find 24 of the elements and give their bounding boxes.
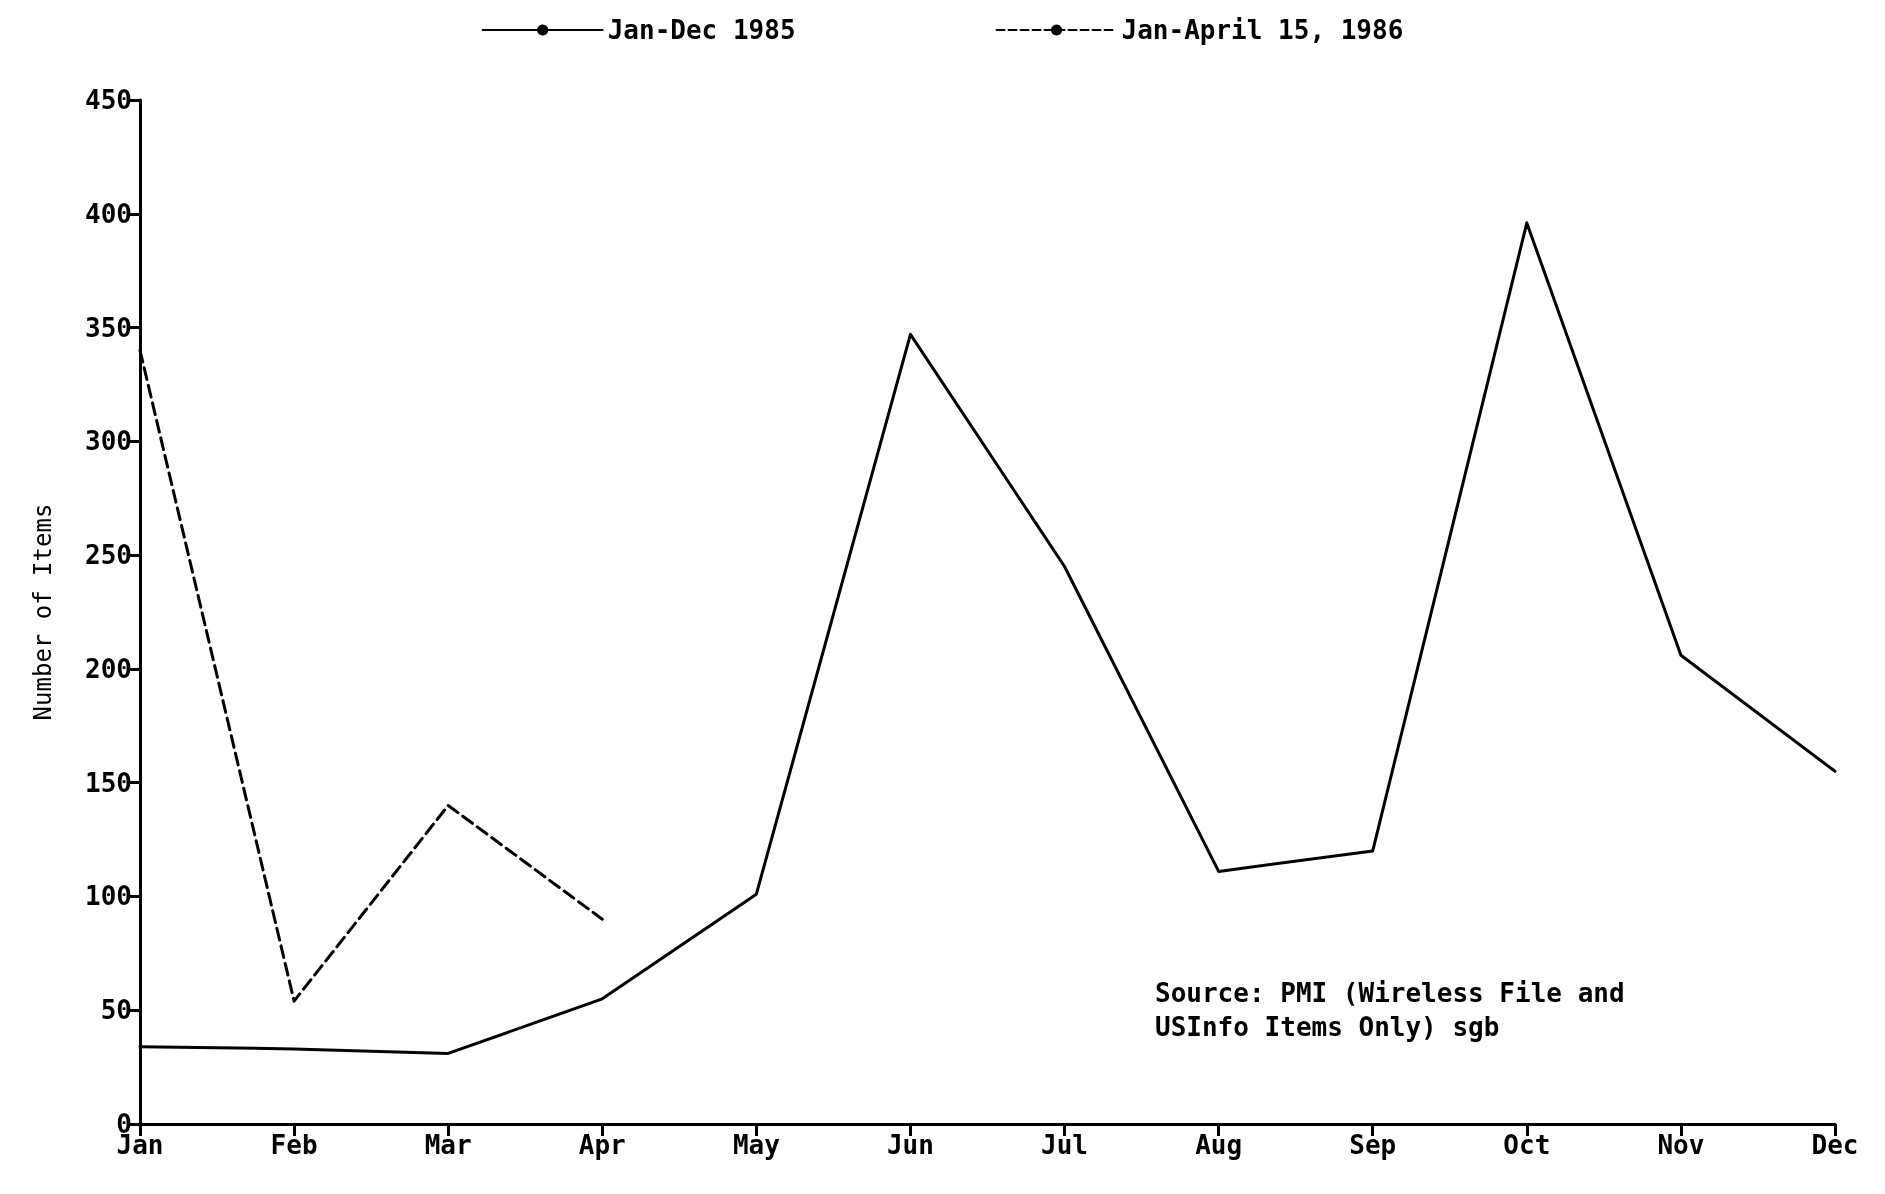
- y-tick-label: 300: [85, 426, 132, 457]
- x-tick-label: Aug: [1195, 1130, 1243, 1160]
- x-tick-label: May: [732, 1130, 780, 1160]
- x-tick-label: Nov: [1657, 1130, 1705, 1160]
- x-tick-label: Feb: [270, 1130, 318, 1160]
- x-tick-label: Sep: [1349, 1130, 1397, 1160]
- x-tick-label: Mar: [424, 1130, 472, 1160]
- legend-label: Jan-Dec 1985: [607, 15, 796, 45]
- annotation: Source: PMI (Wireless File and USInfo Items Only) sgb: [1155, 978, 1641, 1042]
- x-tick-label: Apr: [578, 1130, 626, 1160]
- y-tick-label: 250: [85, 540, 132, 571]
- y-tick-label: 350: [85, 312, 132, 343]
- x-tick-label: Jun: [886, 1130, 934, 1160]
- y-tick-label: 50: [100, 995, 132, 1026]
- x-tick-label: Jul: [1041, 1130, 1089, 1160]
- y-tick-label: 450: [85, 85, 132, 115]
- y-tick-label: 400: [85, 198, 132, 229]
- y-tick-label: 150: [85, 767, 132, 798]
- y-axis-title: Number of Items: [29, 503, 57, 721]
- x-tick-label: Oct: [1503, 1130, 1551, 1160]
- legend-label: Jan-April 15, 1986: [1121, 15, 1404, 45]
- y-tick-label: 100: [85, 881, 132, 912]
- x-tick-label: Dec: [1811, 1130, 1859, 1160]
- y-tick-label: 200: [85, 653, 132, 684]
